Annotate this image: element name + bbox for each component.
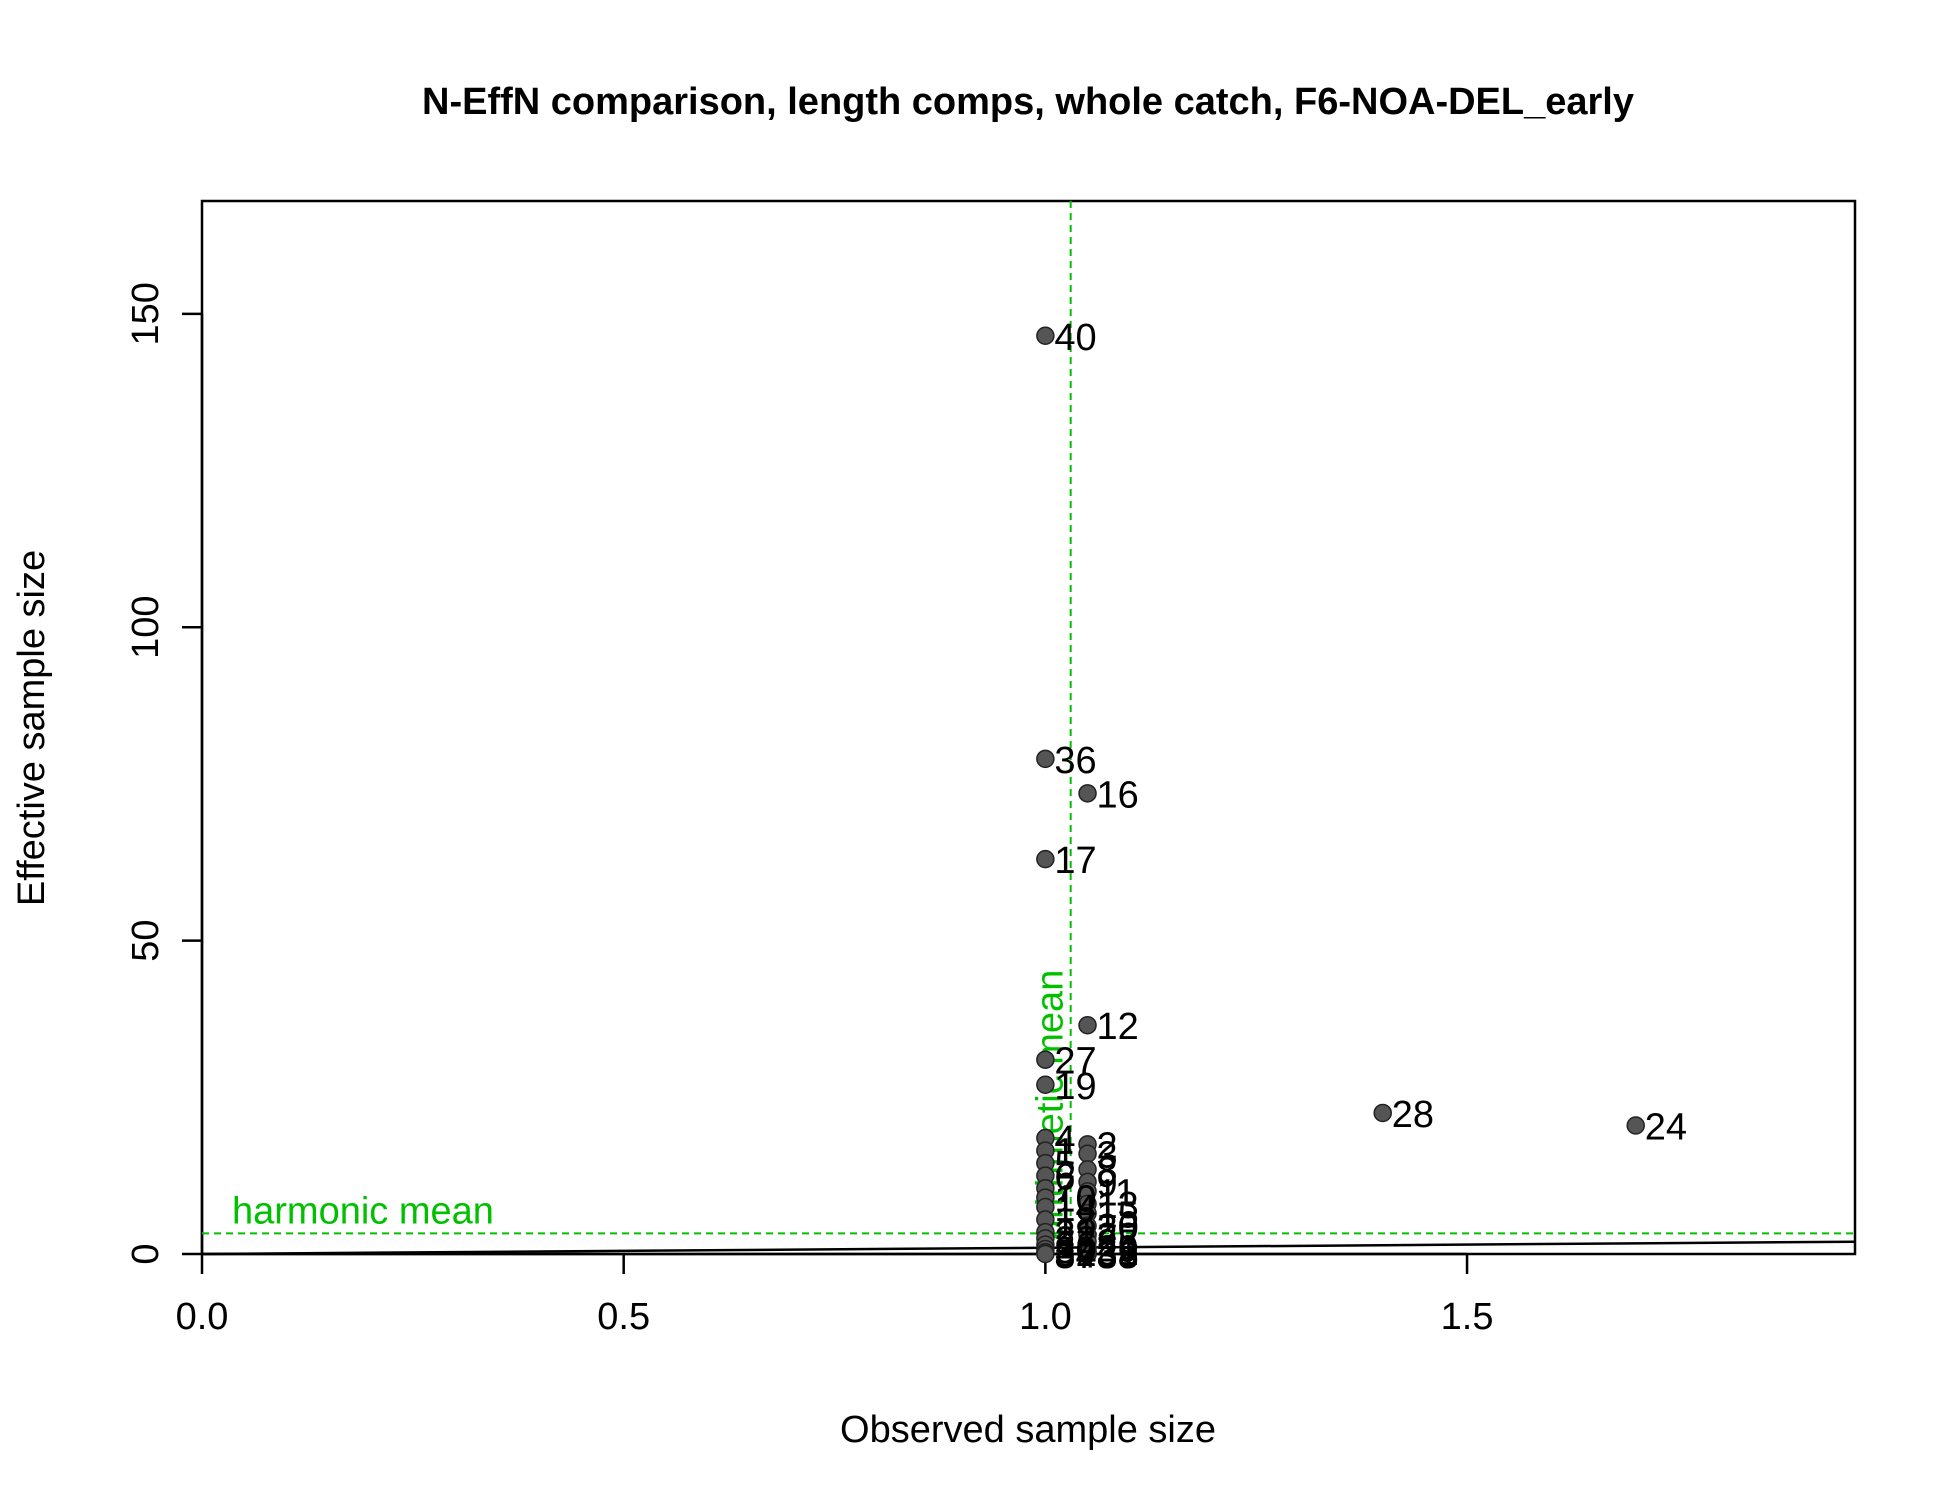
point-label: 21 [1054, 1213, 1096, 1255]
point-label: 25 [1097, 1222, 1139, 1264]
point-label: 32 [1054, 1233, 1096, 1275]
y-axis: 0 50 100 150 [125, 282, 204, 1265]
x-axis: 0.0 0.5 1.0 1.5 [176, 1252, 1494, 1338]
data-points [1036, 326, 1645, 1264]
point-label: 22 [1097, 1216, 1139, 1258]
point-label: 9 [1097, 1163, 1118, 1205]
point-label: 12 [1097, 1006, 1139, 1048]
point-label: 20 [1097, 1207, 1139, 1249]
point-label: 5 [1054, 1144, 1075, 1186]
point-label: 8 [1097, 1150, 1118, 1192]
data-point [1036, 1075, 1055, 1095]
y-tick-label: 100 [125, 596, 167, 659]
point-label: 10 [1054, 1179, 1096, 1221]
x-tick-label: 0.0 [176, 1296, 229, 1338]
point-label: 6 [1054, 1157, 1075, 1199]
point-label: 18 [1054, 1201, 1096, 1243]
point-label: 26 [1054, 1226, 1096, 1268]
point-label: 2 [1097, 1125, 1118, 1167]
x-axis-label: Observed sample size [840, 1409, 1216, 1451]
reference-lines: harmonic mean arithmetic mean [201, 201, 1856, 1256]
point-label: 3 [1097, 1135, 1118, 1177]
y-tick-label: 0 [125, 1243, 167, 1264]
plot-frame [200, 199, 1857, 1256]
point-label: 11 [1097, 1172, 1136, 1214]
point-label: 14 [1054, 1188, 1096, 1230]
point-label: 19 [1054, 1066, 1096, 1108]
point-label: 37 [1054, 1235, 1096, 1277]
point-label: 40 [1054, 317, 1096, 359]
point-label: 27 [1054, 1041, 1096, 1083]
one-to-one-line [201, 1240, 1856, 1256]
point-label: 38 [1097, 1235, 1139, 1277]
point-label: 23 [1054, 1219, 1096, 1261]
data-point [1373, 1103, 1392, 1123]
data-point [1036, 1244, 1055, 1264]
point-label: 36 [1054, 740, 1096, 782]
point-label: 28 [1392, 1094, 1434, 1136]
point-label: 16 [1097, 774, 1139, 816]
data-point [1036, 749, 1055, 769]
point-label: 33 [1097, 1234, 1139, 1276]
data-point [1626, 1116, 1645, 1135]
x-tick-label: 1.0 [1019, 1296, 1072, 1338]
data-point [1036, 326, 1055, 346]
y-axis-label: Effective sample size [11, 550, 53, 906]
chart-title: N-EffN comparison, length comps, whole c… [422, 81, 1634, 123]
point-label: 7 [1054, 1169, 1075, 1211]
point-label: 17 [1054, 840, 1096, 882]
data-point [1078, 1015, 1097, 1035]
x-tick-label: 1.5 [1441, 1296, 1494, 1338]
point-label: 15 [1097, 1194, 1139, 1236]
point-label: 1 [1054, 1132, 1075, 1174]
point-label: 35 [1097, 1234, 1139, 1276]
point-label: 4 [1054, 1119, 1075, 1161]
harmonic-mean-label: harmonic mean [232, 1190, 494, 1232]
point-label: 29 [1097, 1229, 1139, 1271]
data-point [1036, 1050, 1055, 1069]
point-label: 34 [1054, 1234, 1096, 1276]
data-point [1078, 1144, 1097, 1163]
x-tick-label: 0.5 [597, 1296, 650, 1338]
point-label: 24 [1645, 1107, 1687, 1149]
point-label: 13 [1097, 1185, 1139, 1227]
y-tick-label: 150 [125, 282, 167, 345]
data-point [1078, 784, 1097, 803]
point-label: 30 [1054, 1230, 1096, 1272]
data-point [1036, 849, 1055, 869]
point-label: 31 [1097, 1232, 1139, 1274]
point-label: 39 [1097, 1235, 1139, 1277]
data-point [1078, 1244, 1097, 1264]
y-tick-label: 50 [125, 919, 167, 961]
